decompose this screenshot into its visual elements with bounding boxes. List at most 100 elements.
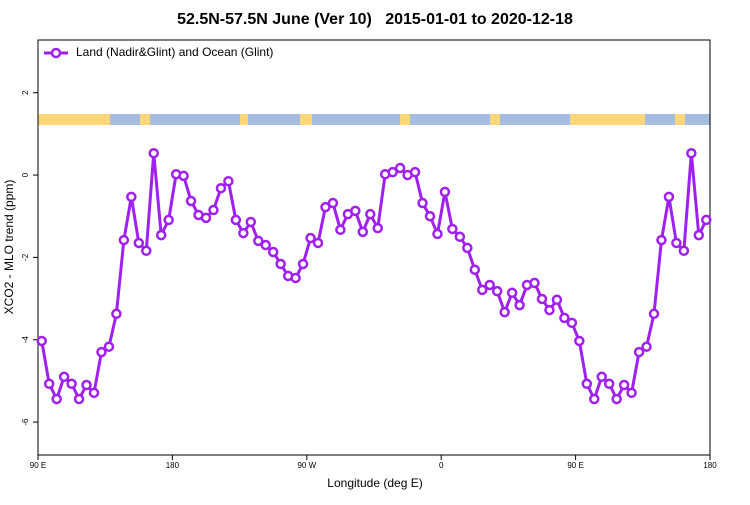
data-point	[581, 378, 593, 390]
data-point	[155, 229, 167, 241]
x-tick-label: 180	[703, 461, 717, 470]
data-point	[551, 294, 563, 306]
data-point	[163, 214, 174, 226]
data-point	[641, 341, 652, 352]
data-point	[66, 378, 77, 390]
data-point	[200, 212, 212, 224]
data-point	[394, 162, 406, 174]
data-point	[253, 235, 264, 247]
data-point	[305, 232, 316, 244]
y-tick-label: 2	[21, 90, 30, 95]
data-point	[275, 258, 286, 270]
chart-title: 52.5N-57.5N June (Ver 10) 2015-01-01 to …	[177, 11, 573, 28]
data-point	[671, 237, 682, 249]
y-tick-label: -2	[21, 253, 30, 261]
data-point	[81, 379, 92, 391]
data-point	[103, 341, 115, 352]
data-point	[559, 312, 570, 324]
data-point	[365, 208, 376, 220]
x-tick-label: 180	[166, 461, 180, 470]
data-point	[51, 393, 62, 405]
data-point	[499, 306, 510, 318]
y-axis-label: XCO2 - MLO trend (ppm)	[2, 180, 16, 315]
y-tick-label: -6	[21, 418, 30, 426]
data-point	[387, 166, 398, 178]
data-point	[618, 379, 630, 391]
data-point	[238, 227, 249, 239]
data-point	[462, 242, 473, 254]
data-point	[626, 387, 637, 399]
data-point	[432, 228, 443, 240]
x-tick-label: 90 E	[567, 461, 583, 470]
data-point	[611, 393, 622, 405]
data-point	[491, 285, 503, 297]
data-point	[506, 287, 518, 299]
data-point	[372, 222, 383, 234]
legend-marker	[50, 47, 62, 59]
data-point	[350, 205, 361, 217]
data-point	[544, 304, 555, 316]
data-point	[320, 201, 331, 213]
data-point	[88, 387, 100, 399]
data-point	[686, 147, 697, 159]
data-point	[133, 237, 145, 249]
data-point	[566, 317, 578, 329]
data-point	[245, 216, 257, 228]
data-point	[230, 214, 242, 226]
data-point	[633, 346, 645, 358]
data-point	[260, 239, 271, 251]
data-point	[693, 229, 705, 241]
data-point	[484, 279, 495, 291]
data-point	[223, 175, 234, 187]
data-point	[357, 226, 369, 238]
data-point	[148, 147, 159, 159]
data-point	[678, 245, 690, 257]
data-point	[469, 264, 481, 275]
data-point	[58, 371, 70, 383]
data-point	[424, 210, 436, 222]
data-point	[215, 182, 227, 194]
series-line	[40, 153, 708, 403]
data-point	[417, 197, 428, 209]
legend-label: Land (Nadir&Glint) and Ocean (Glint)	[76, 45, 273, 59]
data-point	[73, 393, 85, 405]
y-tick-label: -4	[21, 336, 30, 344]
data-point	[96, 346, 107, 358]
data-point	[312, 237, 324, 249]
data-point	[409, 166, 421, 178]
data-point	[290, 272, 301, 284]
data-point	[701, 214, 712, 226]
data-point	[596, 371, 607, 383]
data-point	[589, 393, 600, 405]
data-point	[111, 308, 122, 320]
data-point	[178, 170, 189, 182]
data-point	[118, 234, 130, 246]
x-axis-label: Longitude (deg E)	[327, 476, 422, 490]
data-point	[335, 224, 346, 236]
data-point	[454, 231, 466, 243]
data-point	[574, 335, 585, 347]
data-point	[141, 245, 152, 257]
data-point	[267, 246, 279, 258]
data-point	[447, 223, 458, 235]
data-point	[656, 234, 667, 246]
data-point	[208, 204, 219, 216]
map-strip	[38, 114, 710, 125]
data-point	[529, 277, 540, 289]
data-point	[514, 299, 525, 311]
data-point	[43, 378, 55, 390]
data-point	[603, 378, 615, 390]
x-tick-label: 0	[439, 461, 444, 470]
data-point	[439, 186, 451, 198]
data-point	[663, 191, 675, 203]
x-tick-label: 90 W	[297, 461, 316, 470]
data-point	[477, 284, 488, 296]
data-point	[185, 195, 197, 207]
data-point	[297, 258, 309, 270]
plot-frame	[37, 39, 711, 456]
data-point	[36, 335, 47, 347]
x-tick-label: 90 E	[30, 461, 46, 470]
data-point	[327, 197, 339, 209]
